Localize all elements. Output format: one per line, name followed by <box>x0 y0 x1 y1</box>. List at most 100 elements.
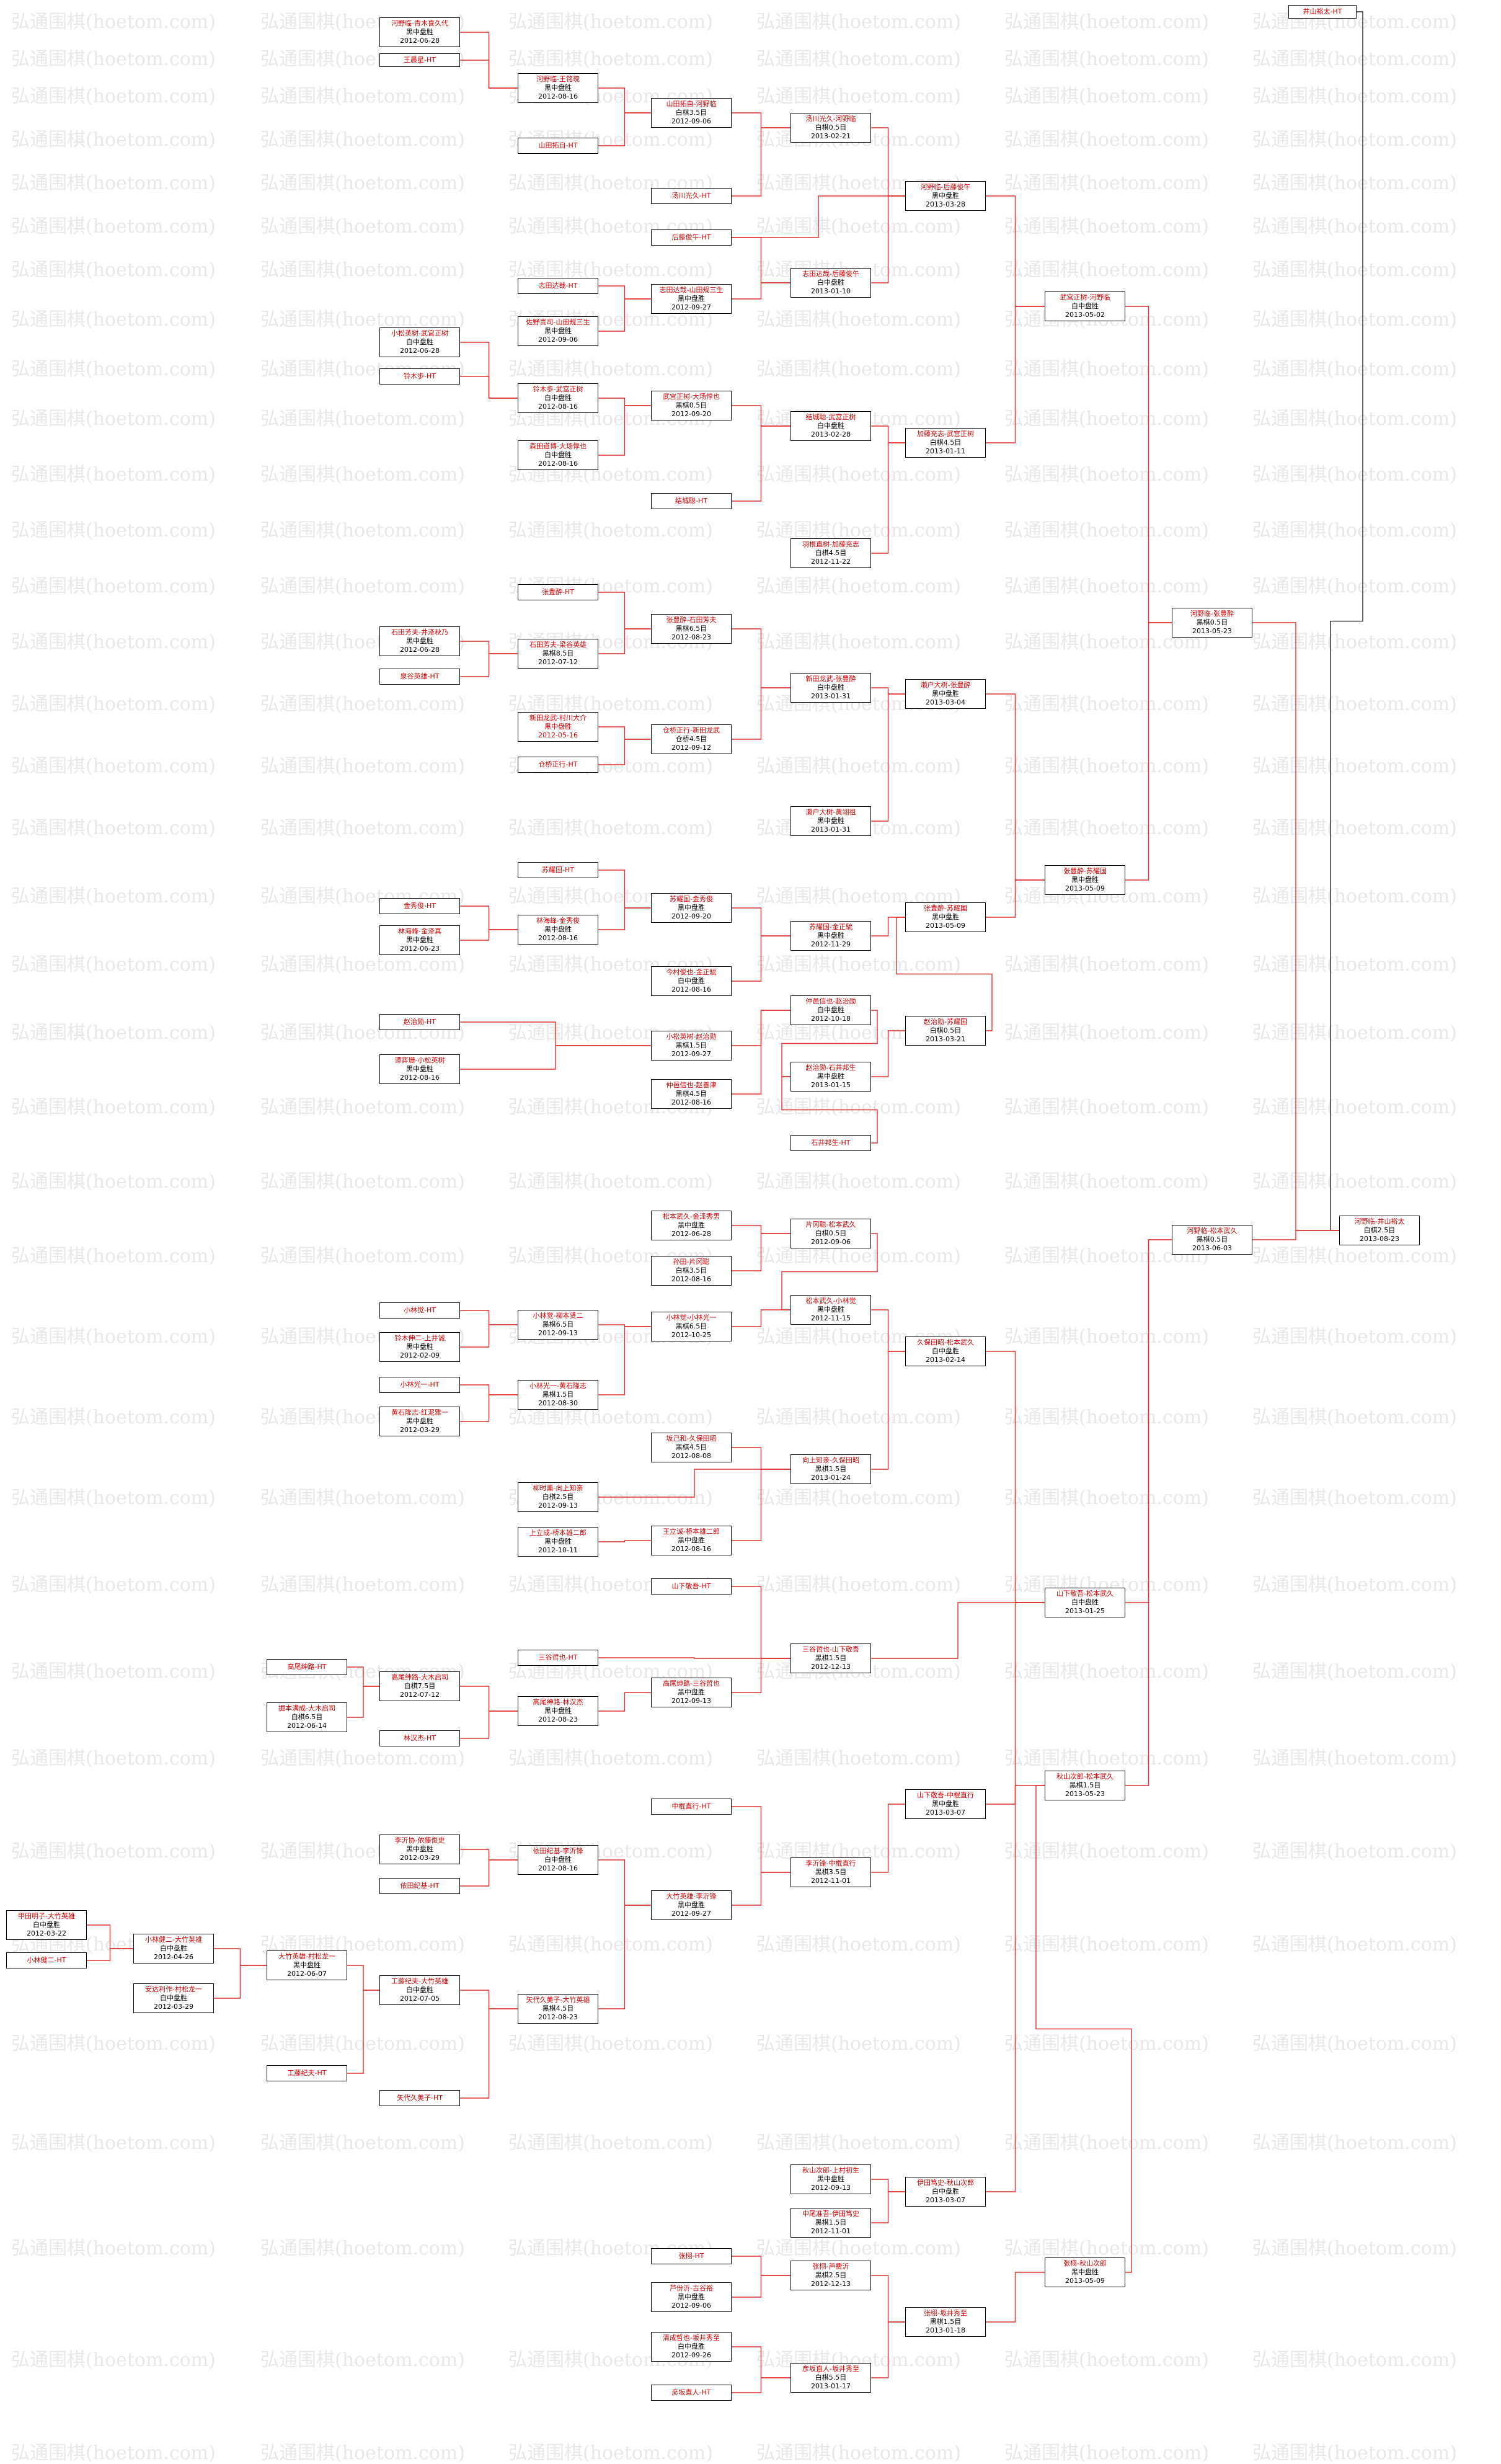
bracket-node[interactable]: 中尾准吾-伊田笃史 黑棋1.5目 2012-11-01 <box>790 2208 871 2238</box>
bracket-node[interactable]: 加藤充志-武宫正树 白棋4.5目 2013-01-11 <box>905 428 986 458</box>
bracket-node[interactable]: 小林觉-柳本贤二 黑棋6.5目 2012-09-13 <box>518 1310 598 1340</box>
bracket-node[interactable]: 张栩-坂井秀至 黑棋1.5目 2013-01-18 <box>905 2307 986 2337</box>
bracket-node[interactable]: 高尾绅路-HT <box>267 1659 347 1675</box>
bracket-node[interactable]: 山下敬吾-中棍直行 黑中盘胜 2013-03-07 <box>905 1789 986 1819</box>
bracket-node[interactable]: 芦份沂-古谷裕 黑中盘胜 2012-09-06 <box>651 2282 732 2312</box>
bracket-node[interactable]: 森田道博-大场惇也 白中盘胜 2012-08-16 <box>518 440 598 470</box>
bracket-node[interactable]: 石田芳夫-梁谷英雄 黑棋8.5目 2012-07-12 <box>518 639 598 669</box>
bracket-node[interactable]: 高尾绅路-林汉杰 黑中盘胜 2012-08-23 <box>518 1696 598 1726</box>
bracket-node[interactable]: 张豊酔-苏耀国 黑中盘胜 2013-05-09 <box>905 902 986 932</box>
bracket-node[interactable]: 林海峰-金泽真 黑中盘胜 2012-06-23 <box>379 925 460 955</box>
bracket-node[interactable]: 结城聪-HT <box>651 493 732 509</box>
bracket-node[interactable]: 山田拓自-HT <box>518 138 598 154</box>
bracket-node[interactable]: 结城聪-武宫正树 白中盘胜 2013-02-28 <box>790 411 871 441</box>
bracket-node[interactable]: 武宫正树-大场惇也 黑棋0.5目 2012-09-20 <box>651 391 732 420</box>
bracket-node[interactable]: 中棍直行-HT <box>651 1799 732 1815</box>
bracket-node[interactable]: 小松英树-武宫正树 白中盘胜 2012-06-28 <box>379 327 460 357</box>
bracket-node[interactable]: 新田龙武-村川大介 黑中盘胜 2012-05-16 <box>518 712 598 742</box>
bracket-node[interactable]: 依田纪基-李沂锋 白中盘胜 2012-08-16 <box>518 1845 598 1875</box>
bracket-node[interactable]: 小林觉-小林光一 黑棋6.5目 2012-10-25 <box>651 1312 732 1341</box>
bracket-node[interactable]: 伊田笃史-秋山次郎 白中盘胜 2013-03-07 <box>905 2177 986 2207</box>
bracket-node[interactable]: 张栩-秋山次郎 黑中盘胜 2013-05-09 <box>1045 2257 1125 2287</box>
bracket-node[interactable]: 上立成-桥本雄二郎 黑中盘胜 2012-10-11 <box>518 1527 598 1557</box>
bracket-node[interactable]: 秋山次郎-松本武久 黑棋1.5目 2013-05-23 <box>1045 1771 1125 1800</box>
bracket-node[interactable]: 松本武久-小林觉 黑中盘胜 2012-11-15 <box>790 1295 871 1325</box>
bracket-node[interactable]: 三谷哲也-山下敬吾 黑棋1.5目 2012-12-13 <box>790 1643 871 1673</box>
bracket-node[interactable]: 仓桥正行-新田龙武 仓桥4.5目 2012-09-12 <box>651 724 732 754</box>
bracket-node[interactable]: 孙田-片冈聪 白棋3.5目 2012-08-16 <box>651 1256 732 1286</box>
bracket-node[interactable]: 小林健二-大竹英雄 白中盘胜 2012-04-26 <box>133 1934 214 1964</box>
bracket-node[interactable]: 后藤俊午-HT <box>651 229 732 246</box>
bracket-node[interactable]: 仓桥正行-HT <box>518 757 598 773</box>
bracket-node[interactable]: 今村俊也-金正馻 白中盘胜 2012-08-16 <box>651 966 732 996</box>
bracket-node[interactable]: 志田达哉-后藤俊午 白中盘胜 2013-01-10 <box>790 268 871 298</box>
bracket-node[interactable]: 小林光一-黄石隆志 黑棋1.5目 2012-08-30 <box>518 1380 598 1410</box>
bracket-node[interactable]: 掘本满成-大木启司 白棋6.5目 2012-06-14 <box>267 1702 347 1732</box>
bracket-node[interactable]: 松本武久-金泽秀男 黑中盘胜 2012-06-28 <box>651 1211 732 1240</box>
bracket-node[interactable]: 小林光一-HT <box>379 1377 460 1393</box>
bracket-node[interactable]: 志田达哉-山田规三生 黑中盘胜 2012-09-27 <box>651 284 732 314</box>
bracket-node[interactable]: 林汉杰-HT <box>379 1730 460 1746</box>
bracket-node[interactable]: 小林健二-HT <box>6 1952 87 1968</box>
bracket-node[interactable]: 张豊酔-HT <box>518 584 598 600</box>
bracket-node[interactable]: 依田纪基-HT <box>379 1878 460 1894</box>
bracket-node[interactable]: 山下敬吾-松本武久 白中盘胜 2013-01-25 <box>1045 1588 1125 1617</box>
bracket-node[interactable]: 河野临-后藤俊午 黑中盘胜 2013-03-28 <box>905 181 986 211</box>
bracket-node[interactable]: 秋山次郎-上村初生 黑中盘胜 2012-09-13 <box>790 2164 871 2194</box>
bracket-node[interactable]: 小林觉-HT <box>379 1302 460 1319</box>
bracket-node[interactable]: 甲田明子-大竹英雄 白中盘胜 2012-03-22 <box>6 1910 87 1940</box>
bracket-node[interactable]: 铃木伸二-上井诚 黑中盘胜 2012-02-09 <box>379 1332 460 1362</box>
bracket-node[interactable]: 林海峰-金秀俊 黑中盘胜 2012-08-16 <box>518 915 598 945</box>
bracket-node[interactable]: 武宫正树-河野临 白中盘胜 2013-05-02 <box>1045 291 1125 321</box>
bracket-node[interactable]: 向上知亲-久保田昭 黑棋1.5目 2013-01-24 <box>790 1454 871 1484</box>
bracket-node[interactable]: 高尾绅路-三谷哲也 黑中盘胜 2012-09-13 <box>651 1678 732 1707</box>
bracket-node[interactable]: 赵治勋-石井邦生 黑中盘胜 2013-01-15 <box>790 1062 871 1092</box>
bracket-node[interactable]: 三谷哲也-HT <box>518 1650 598 1666</box>
bracket-node[interactable]: 黄石隆志-红泥雅一 黑中盘胜 2012-03-29 <box>379 1407 460 1436</box>
bracket-node[interactable]: 工藤纪夫-HT <box>267 2065 347 2081</box>
bracket-node[interactable]: 石井邦生-HT <box>790 1135 871 1151</box>
bracket-node[interactable]: 张栩-HT <box>651 2248 732 2264</box>
bracket-node[interactable]: 坂己和-久保田昭 黑棋4.5目 2012-08-08 <box>651 1433 732 1462</box>
bracket-node[interactable]: 铃木歩-HT <box>379 368 460 385</box>
bracket-node[interactable]: 矢代久美子-HT <box>379 2090 460 2106</box>
bracket-node[interactable]: 大竹英雄-李沂锋 黑中盘胜 2012-09-27 <box>651 1890 732 1920</box>
bracket-node[interactable]: 山下敬吾-HT <box>651 1578 732 1594</box>
bracket-node[interactable]: 工藤纪夫-大竹英雄 白中盘胜 2012-07-05 <box>379 1975 460 2005</box>
bracket-node[interactable]: 张栩-芦费沂 黑棋2.5目 2012-12-13 <box>790 2261 871 2290</box>
bracket-node[interactable]: 泉谷英雄-HT <box>379 669 460 685</box>
bracket-node[interactable]: 彦坂直人-坂井秀至 白棋5.5目 2013-01-17 <box>790 2363 871 2393</box>
bracket-node[interactable]: 李沂锋-中棍直行 黑棋3.5目 2012-11-01 <box>790 1857 871 1887</box>
bracket-node[interactable]: 石田芳夫-井泽秋乃 黑中盘胜 2012-06-28 <box>379 626 460 656</box>
bracket-node[interactable]: 山田拓自-河野临 白棋3.5目 2012-09-06 <box>651 98 732 128</box>
bracket-node[interactable]: 赵治勋-苏耀国 白棋0.5目 2013-03-21 <box>905 1016 986 1046</box>
bracket-node[interactable]: 谭弈珊-小松英树 黑中盘胜 2012-08-16 <box>379 1054 460 1084</box>
bracket-node[interactable]: 柳时薰-向上知亲 白棋2.5目 2012-09-13 <box>518 1482 598 1512</box>
bracket-node[interactable]: 片冈聪-松本武久 白棋0.5目 2012-09-06 <box>790 1219 871 1248</box>
bracket-node[interactable]: 新田龙武-张豊酔 白中盘胜 2013-01-31 <box>790 673 871 703</box>
bracket-node[interactable]: 清成哲也-坂井秀至 白中盘胜 2012-09-26 <box>651 2332 732 2362</box>
bracket-node[interactable]: 安达利作-村松龙一 白中盘胜 2012-03-29 <box>133 1983 214 2013</box>
bracket-node[interactable]: 高尾绅路-大木启司 白棋7.5目 2012-07-12 <box>379 1671 460 1701</box>
bracket-node[interactable]: 河野临-松本武久 黑棋0.5目 2013-06-03 <box>1172 1225 1252 1255</box>
bracket-node[interactable]: 王晨星-HT <box>379 53 460 67</box>
bracket-node[interactable]: 濑户大树-黄翊祖 黑中盘胜 2013-01-31 <box>790 806 871 836</box>
bracket-node[interactable]: 河野临-井山裕太 白棋2.5目 2013-08-23 <box>1339 1216 1420 1245</box>
bracket-node[interactable]: 苏耀国-金秀俊 黑中盘胜 2012-09-20 <box>651 893 732 923</box>
bracket-node[interactable]: 王立诚-桥本雄二郎 黑中盘胜 2012-08-16 <box>651 1526 732 1555</box>
bracket-node[interactable]: 佐野贵司-山田规三生 黑中盘胜 2012-09-06 <box>518 316 598 346</box>
bracket-node[interactable]: 河野临-王铭琬 黑中盘胜 2012-08-16 <box>518 73 598 103</box>
bracket-node[interactable]: 羽根直树-加藤充志 白棋4.5目 2012-11-22 <box>790 538 871 568</box>
bracket-node[interactable]: 赵治勋-HT <box>379 1014 460 1030</box>
bracket-node[interactable]: 苏耀国-金正馻 黑中盘胜 2012-11-29 <box>790 921 871 951</box>
bracket-node[interactable]: 金秀俊-HT <box>379 898 460 914</box>
bracket-node[interactable]: 仲邑信也-赵治勋 白中盘胜 2012-10-18 <box>790 995 871 1025</box>
bracket-node[interactable]: 井山裕太-HT <box>1288 5 1357 19</box>
bracket-node[interactable]: 张豊酔-石田芳夫 黑棋6.5目 2012-08-23 <box>651 614 732 644</box>
bracket-node[interactable]: 久保田昭-松本武久 白中盘胜 2013-02-14 <box>905 1337 986 1366</box>
bracket-node[interactable]: 矢代久美子-大竹英雄 黑棋4.5目 2012-08-23 <box>518 1994 598 2024</box>
bracket-node[interactable]: 志田达哉-HT <box>518 278 598 294</box>
bracket-node[interactable]: 小松英树-赵治勋 黑棋1.5目 2012-09-27 <box>651 1031 732 1061</box>
bracket-node[interactable]: 河野临-张豊酔 黑棋0.5目 2013-05-23 <box>1172 608 1252 638</box>
bracket-node[interactable]: 汤川光久-河野临 白棋0.5目 2013-02-21 <box>790 113 871 143</box>
